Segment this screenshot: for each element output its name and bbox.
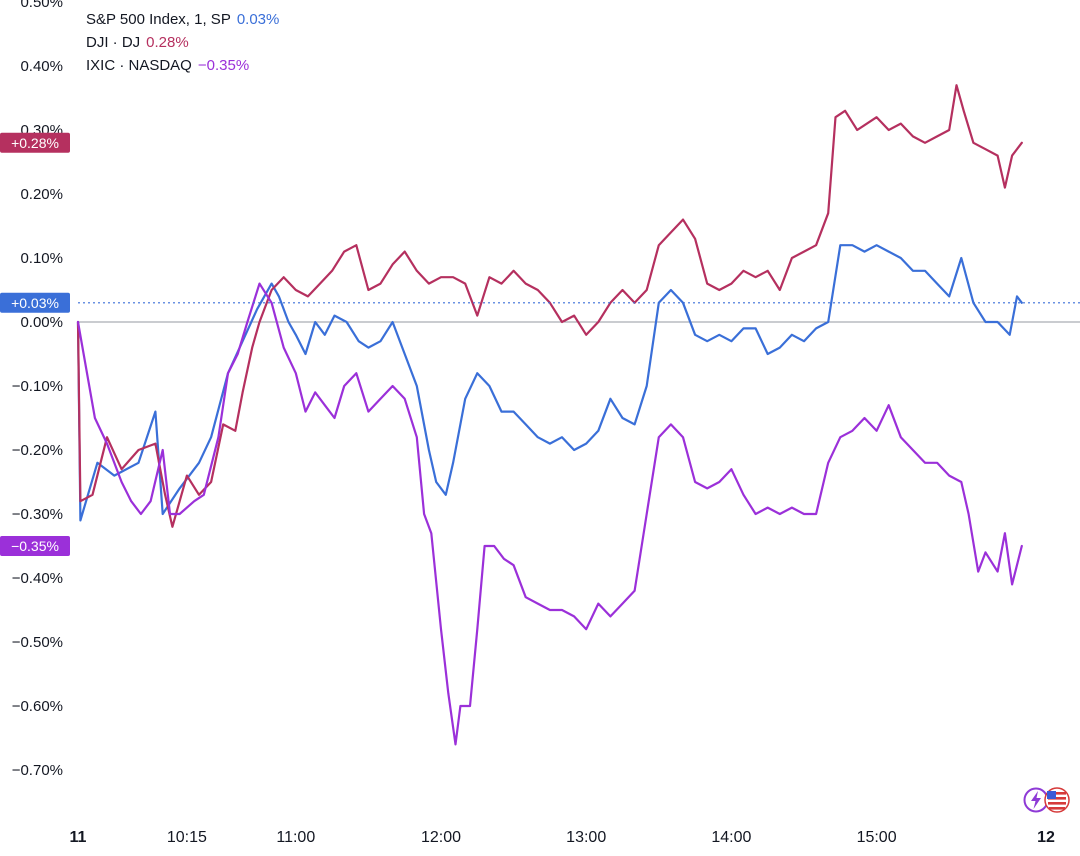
y-tick-label: −0.30% (12, 506, 63, 523)
y-tick-label: 0.50% (20, 0, 63, 11)
legend-item-dji[interactable]: DJI · DJ 0.28% (86, 31, 279, 54)
legend: S&P 500 Index, 1, SP 0.03% DJI · DJ 0.28% … (86, 8, 279, 77)
y-tick-label: 0.40% (20, 58, 63, 75)
legend-item-ixic[interactable]: IXIC · NASDAQ −0.35% (86, 54, 279, 77)
price-tags: +0.28% +0.03% −0.35% (0, 132, 1080, 556)
series-line-1[interactable] (76, 84, 1023, 528)
price-tag-label: −0.35% (11, 538, 59, 554)
source-badges (1023, 787, 1070, 813)
x-tick-label: 11:00 (276, 829, 315, 846)
y-axis: 0.50%0.40%0.30%0.20%0.10%0.00%−0.10%−0.2… (12, 0, 1080, 779)
legend-label: IXIC · NASDAQ (86, 57, 192, 74)
x-tick-label: 12:00 (421, 829, 461, 846)
price-tag (0, 536, 70, 556)
series-line-2[interactable] (76, 282, 1023, 746)
x-tick-label: 15:00 (857, 829, 897, 846)
x-axis: 11 10:15 11:00 12:00 13:00 14:00 15:00 12 (70, 829, 1055, 846)
legend-value: 0.03% (236, 11, 280, 28)
price-tag (0, 292, 70, 313)
y-tick-label: 0.10% (20, 250, 63, 267)
y-tick-label: −0.40% (12, 570, 63, 587)
legend-label: S&P 500 Index, 1, SP (86, 11, 231, 28)
x-tick-label: 11 (70, 829, 87, 846)
x-tick-label: 12 (1037, 829, 1055, 846)
y-tick-label: −0.20% (12, 442, 63, 459)
us-flag-icon[interactable] (1044, 787, 1070, 813)
legend-item-sp500[interactable]: S&P 500 Index, 1, SP 0.03% (86, 8, 279, 31)
y-tick-label: −0.70% (12, 762, 63, 779)
legend-value: −0.35% (197, 57, 250, 74)
y-tick-label: −0.60% (12, 698, 63, 715)
y-tick-label: 0.20% (20, 186, 63, 203)
price-tag-label: +0.03% (11, 295, 59, 311)
x-tick-label: 13:00 (566, 829, 606, 846)
lightning-icon[interactable] (1023, 787, 1049, 813)
legend-label: DJI · DJ (86, 34, 141, 51)
y-tick-label: −0.50% (12, 634, 63, 651)
y-tick-label: −0.10% (12, 378, 63, 395)
price-tag-label: +0.28% (11, 135, 59, 151)
legend-value: 0.28% (146, 34, 189, 51)
y-tick-label: 0.00% (20, 314, 63, 331)
series-layer (76, 84, 1023, 746)
x-tick-label: 10:15 (167, 829, 207, 846)
x-tick-label: 14:00 (711, 829, 751, 846)
series-line-0[interactable] (76, 244, 1023, 522)
price-tag (0, 132, 70, 153)
